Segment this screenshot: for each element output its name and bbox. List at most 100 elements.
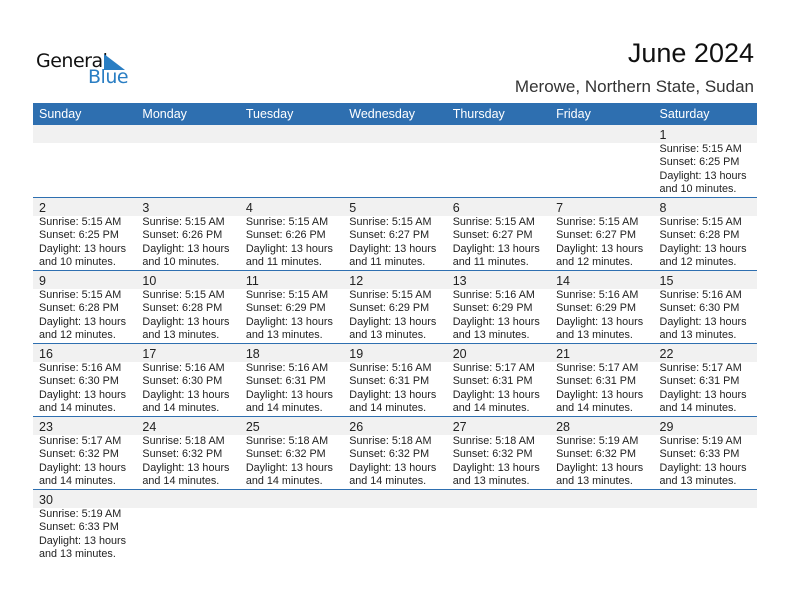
day-cell: 27 Sunrise: 5:18 AM Sunset: 6:32 PM Dayligh… [447,417,550,489]
sunrise-text: Sunrise: 5:16 AM [39,362,122,374]
daylight-minutes-text: and 12 minutes. [39,329,116,342]
daylight-text: Daylight: 13 hours [556,388,644,401]
sunrise-text: Sunrise: 5:15 AM [452,216,535,228]
day-number: 6 [452,201,460,215]
daylight-minutes-text: and 12 minutes. [659,256,737,269]
daylight-minutes-text: and 14 minutes. [349,475,427,488]
sunset-text: Sunset: 6:31 PM [349,375,430,388]
sunrise-text: Sunrise: 5:19 AM [659,435,742,447]
sunset-text: Sunset: 6:29 PM [452,302,533,315]
sunrise-text: Sunrise: 5:15 AM [556,216,639,228]
daylight-minutes-text: and 14 minutes. [245,402,323,415]
daylight-minutes-text: and 14 minutes. [452,402,530,415]
daylight-text: Daylight: 13 hours [142,242,230,255]
calendar-week: 2 Sunrise: 5:15 AM Sunset: 6:25 PM Daylight… [33,198,757,271]
daylight-minutes-text: and 13 minutes. [659,329,737,342]
daylight-text: Daylight: 13 hours [142,461,230,474]
daylight-minutes-text: and 11 minutes. [245,256,322,269]
sunrise-text: Sunrise: 5:18 AM [142,435,225,447]
day-cell: 1 Sunrise: 5:15 AM Sunset: 6:25 PM Daylight… [654,125,757,197]
day-number: 13 [452,274,467,288]
sunset-text: Sunset: 6:30 PM [142,375,223,388]
day-number: 10 [142,274,157,288]
sunrise-text: Sunrise: 5:16 AM [556,289,639,301]
location-subtitle: Merowe, Northern State, Sudan [514,77,754,96]
empty-cell [136,490,239,563]
daylight-minutes-text: and 13 minutes. [39,548,116,561]
calendar-week: 9 Sunrise: 5:15 AM Sunset: 6:28 PM Daylight… [33,271,757,344]
sunrise-text: Sunrise: 5:15 AM [39,216,122,228]
day-cell: 9 Sunrise: 5:15 AM Sunset: 6:28 PM Daylight… [33,271,136,343]
sunset-text: Sunset: 6:31 PM [245,375,326,388]
daylight-text: Daylight: 13 hours [659,315,747,328]
daylight-text: Daylight: 13 hours [452,388,540,401]
calendar-weeks: 1 Sunrise: 5:15 AM Sunset: 6:25 PM Daylight… [33,125,757,563]
day-number: 3 [142,201,150,215]
day-cell: 29 Sunrise: 5:19 AM Sunset: 6:33 PM Dayligh… [654,417,757,489]
calendar-week: 23 Sunrise: 5:17 AM Sunset: 6:32 PM Dayligh… [33,417,757,490]
day-cell: 25 Sunrise: 5:18 AM Sunset: 6:32 PM Dayligh… [240,417,343,489]
sunset-text: Sunset: 6:33 PM [39,521,119,534]
daylight-minutes-text: and 13 minutes. [245,329,323,342]
logo-text-blue: Blue [88,66,129,88]
sunrise-text: Sunrise: 5:15 AM [39,289,122,301]
day-number: 30 [39,493,53,507]
daylight-text: Daylight: 13 hours [659,242,747,255]
weekday-friday: Friday [556,107,591,121]
sunrise-text: Sunrise: 5:18 AM [245,435,329,447]
day-cell: 5 Sunrise: 5:15 AM Sunset: 6:27 PM Daylight… [343,198,446,270]
daylight-minutes-text: and 13 minutes. [349,329,427,342]
day-number: 26 [349,420,364,434]
daylight-minutes-text: and 11 minutes. [349,256,426,269]
empty-cell [343,125,446,197]
daylight-text: Daylight: 13 hours [556,242,644,255]
sunset-text: Sunset: 6:26 PM [142,229,223,242]
daylight-text: Daylight: 13 hours [39,461,127,474]
daylight-text: Daylight: 13 hours [245,315,333,328]
day-number: 19 [349,347,364,361]
sunset-text: Sunset: 6:32 PM [142,448,223,461]
sunrise-text: Sunrise: 5:17 AM [556,362,639,374]
daylight-text: Daylight: 13 hours [349,461,437,474]
daylight-text: Daylight: 13 hours [245,461,333,474]
sunset-text: Sunset: 6:27 PM [452,229,533,242]
logo-triangle-icon [104,54,125,70]
day-number: 25 [245,420,260,434]
day-cell: 2 Sunrise: 5:15 AM Sunset: 6:25 PM Daylight… [33,198,136,270]
daylight-minutes-text: and 14 minutes. [142,402,220,415]
daylight-minutes-text: and 14 minutes. [659,402,737,415]
sunset-text: Sunset: 6:25 PM [39,229,119,242]
sunset-text: Sunset: 6:32 PM [452,448,533,461]
empty-cell [550,490,653,563]
day-cell: 23 Sunrise: 5:17 AM Sunset: 6:32 PM Dayligh… [33,417,136,489]
day-number: 1 [659,128,667,142]
day-cell: 28 Sunrise: 5:19 AM Sunset: 6:32 PM Dayligh… [550,417,653,489]
daylight-text: Daylight: 13 hours [349,315,437,328]
daylight-text: Daylight: 13 hours [659,388,747,401]
sunset-text: Sunset: 6:32 PM [556,448,636,461]
sunrise-text: Sunrise: 5:16 AM [245,362,329,374]
daylight-minutes-text: and 14 minutes. [39,402,116,415]
sunset-text: Sunset: 6:32 PM [39,448,119,461]
day-cell: 30 Sunrise: 5:19 AM Sunset: 6:33 PM Dayligh… [33,490,136,563]
day-cell: 10 Sunrise: 5:15 AM Sunset: 6:28 PM Dayligh… [136,271,239,343]
calendar-week: 16 Sunrise: 5:16 AM Sunset: 6:30 PM Dayligh… [33,344,757,417]
day-number: 28 [556,420,571,434]
daylight-minutes-text: and 14 minutes. [245,475,323,488]
sunset-text: Sunset: 6:28 PM [142,302,223,315]
day-cell: 16 Sunrise: 5:16 AM Sunset: 6:30 PM Dayligh… [33,344,136,416]
day-number: 7 [556,201,564,215]
day-cell: 24 Sunrise: 5:18 AM Sunset: 6:32 PM Dayligh… [136,417,239,489]
sunrise-text: Sunrise: 5:15 AM [245,289,329,301]
sunrise-text: Sunrise: 5:17 AM [659,362,742,374]
day-cell: 13 Sunrise: 5:16 AM Sunset: 6:29 PM Dayligh… [447,271,550,343]
daylight-text: Daylight: 13 hours [349,242,437,255]
sunset-text: Sunset: 6:33 PM [659,448,740,461]
weekday-sunday: Sunday [39,107,82,121]
daylight-text: Daylight: 13 hours [39,315,127,328]
daylight-text: Daylight: 13 hours [245,242,333,255]
empty-cell [33,125,136,197]
daylight-minutes-text: and 13 minutes. [556,475,633,488]
sunrise-text: Sunrise: 5:15 AM [245,216,329,228]
sunset-text: Sunset: 6:30 PM [659,302,740,315]
